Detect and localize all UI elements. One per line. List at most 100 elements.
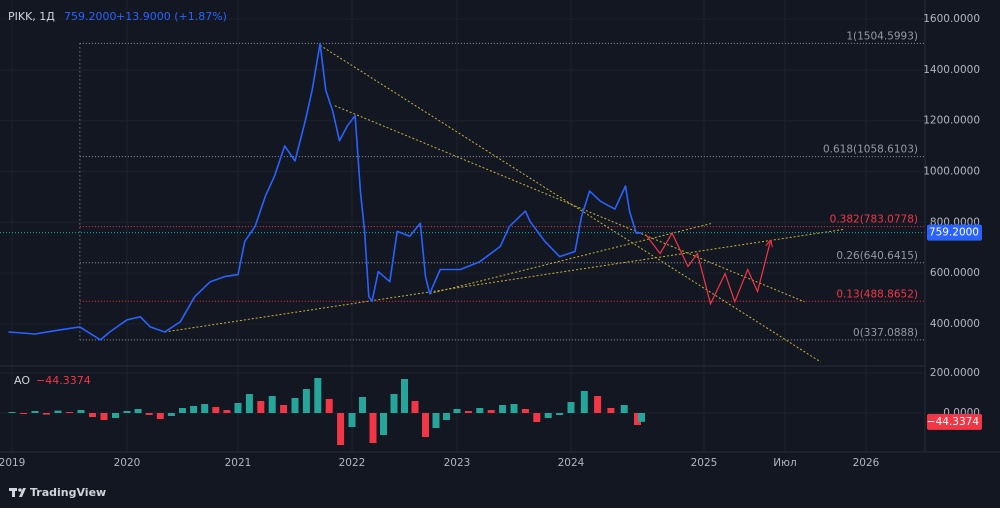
- ao-last-box: [927, 413, 982, 430]
- y-tick-label: 1400.0000: [923, 64, 980, 76]
- ao-bar: [134, 409, 142, 413]
- projection-line: [645, 231, 771, 306]
- ao-bar: [31, 411, 39, 413]
- ao-bar: [401, 379, 408, 413]
- y-tick-label: 400.0000: [930, 318, 980, 330]
- ao-bar: [521, 409, 529, 413]
- y-tick-label: 1600.0000: [923, 13, 980, 25]
- x-tick-label: 2024: [558, 457, 585, 469]
- header-price: 759.2000: [64, 10, 117, 23]
- ao-bar: [620, 405, 628, 413]
- x-tick-label: 2021: [225, 457, 252, 469]
- ao-bar: [77, 410, 85, 413]
- ao-bar: [66, 412, 73, 413]
- ao-last-label: −44.3374: [927, 416, 980, 428]
- ao-bar: [291, 398, 299, 413]
- ao-bar: [359, 397, 366, 413]
- ao-bar: [567, 402, 575, 413]
- x-tick-label: 2022: [339, 457, 366, 469]
- symbol: PIKK, 1Д: [8, 10, 55, 23]
- fib-label: 0.618(1058.6103): [823, 144, 918, 156]
- ao-bar: [594, 396, 602, 413]
- ao-bar: [100, 413, 108, 420]
- ao-bar: [476, 408, 484, 413]
- ao-bar: [634, 413, 641, 425]
- fib-label: 0.13(488.8652): [836, 288, 918, 300]
- fib-label: 0.26(640.6415): [836, 250, 918, 262]
- ao-bar: [464, 411, 472, 413]
- ao-bar: [337, 413, 345, 445]
- ao-bar: [432, 413, 440, 428]
- ao-bar: [411, 401, 419, 413]
- y-tick-label: 1200.0000: [923, 115, 980, 127]
- ao-bar: [234, 403, 242, 413]
- fib-label: 0.382(783.0778): [830, 214, 918, 226]
- ao-bar: [223, 410, 231, 413]
- ao-bar: [190, 406, 198, 413]
- y-tick-label: 200.0000: [930, 367, 980, 379]
- fib-label: 1(1504.5993): [846, 30, 918, 42]
- oscillator-name: AO: [14, 374, 30, 387]
- ao-bar: [20, 413, 27, 414]
- ao-bar: [314, 378, 322, 413]
- ao-bar: [167, 413, 175, 416]
- ao-bar: [89, 413, 96, 417]
- ao-bar: [443, 413, 450, 420]
- ao-bar: [43, 413, 50, 415]
- axes: 2019 2020 2021 2022 2023 2024 2025 Июл 2026 400.0…: [0, 13, 982, 469]
- plot: 1(1504.5993) 0.618(1058.6103) 0.382(783.07…: [0, 30, 925, 445]
- ao-bar: [544, 413, 552, 418]
- y-tick-label: 600.0000: [930, 267, 980, 279]
- ao-bar: [580, 391, 588, 413]
- footer-logo: [9, 488, 26, 497]
- footer-brand: TradingView: [30, 486, 106, 499]
- price-line: [8, 42, 642, 341]
- ao-bar: [607, 408, 615, 413]
- ao-bar: [556, 413, 564, 415]
- trend-line: [334, 105, 805, 303]
- ao-bar: [123, 411, 131, 413]
- ao-bar: [369, 413, 377, 443]
- ao-bar: [390, 394, 398, 413]
- last-price-label: 759.2000: [929, 227, 979, 239]
- last-price-box: [927, 224, 982, 241]
- ao-bar: [145, 413, 153, 415]
- x-tick-label: Июл: [773, 457, 796, 469]
- ao-bar: [510, 404, 518, 413]
- ao-bar: [499, 405, 507, 413]
- ao-bar: [533, 413, 541, 422]
- trend-line: [429, 222, 713, 295]
- grid: [0, 0, 925, 452]
- ao-bar: [348, 413, 356, 427]
- ao-bar: [201, 404, 209, 413]
- ao-bar: [380, 413, 387, 435]
- ao-bar: [280, 405, 288, 413]
- x-tick-label: 2026: [853, 457, 880, 469]
- header-change: +13.9000 (+1.87%): [116, 10, 227, 23]
- ao-bar: [245, 394, 253, 413]
- oscillator-value: −44.3374: [36, 374, 91, 387]
- y-tick-label: 1000.0000: [923, 166, 980, 178]
- ao-bar: [453, 409, 461, 413]
- trend-line: [319, 44, 821, 363]
- ao-bar: [325, 399, 333, 413]
- ao-bar: [54, 410, 62, 413]
- ao-bar: [487, 410, 495, 413]
- ao-bar: [179, 408, 186, 413]
- ao-bar: [212, 407, 220, 413]
- x-tick-label: 2025: [691, 457, 718, 469]
- ao-bar: [422, 413, 429, 437]
- x-tick-label: 2019: [0, 457, 25, 469]
- ao-bar: [268, 396, 276, 413]
- x-tick-label: 2020: [114, 457, 141, 469]
- x-tick-label: 2023: [444, 457, 471, 469]
- ao-bar: [156, 413, 164, 419]
- ao-bar: [637, 413, 645, 422]
- fib-label: 0(337.0888): [853, 327, 918, 339]
- ao-bar: [8, 412, 16, 413]
- ao-bar: [257, 401, 265, 413]
- ao-bar: [112, 413, 119, 418]
